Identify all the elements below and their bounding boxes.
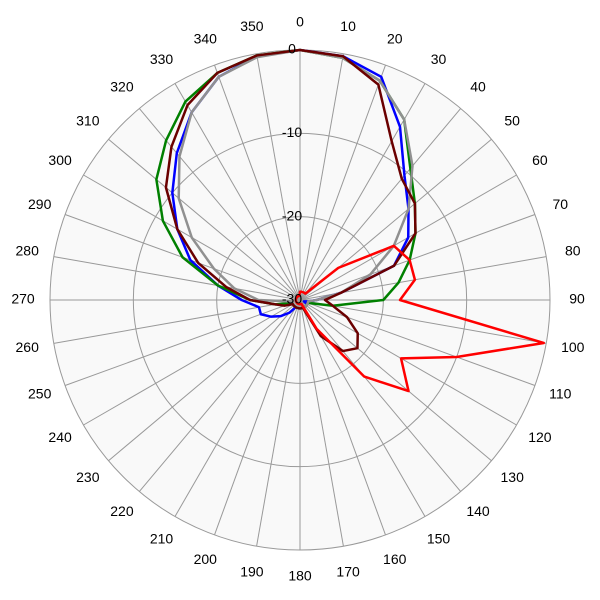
grid-spoke — [299, 299, 547, 344]
grid-spoke — [299, 53, 344, 301]
angle-tick-label: 70 — [553, 196, 569, 212]
angle-tick-label: 280 — [16, 243, 40, 259]
grid-spoke — [138, 299, 301, 492]
angle-tick-label: 90 — [569, 291, 585, 307]
grid-spoke — [299, 299, 517, 426]
radial-tick-label: -20 — [282, 207, 302, 223]
grid-spoke — [299, 299, 344, 547]
angle-tick-label: 300 — [48, 152, 72, 168]
angle-tick-label: 330 — [150, 51, 174, 67]
angle-tick-label: 190 — [240, 563, 264, 579]
angle-tick-label: 110 — [549, 385, 572, 401]
angle-tick-label: 320 — [110, 79, 134, 95]
angle-tick-label: 340 — [194, 30, 218, 46]
angle-tick-label: 160 — [383, 551, 407, 567]
angle-tick-label: 310 — [76, 113, 100, 129]
angle-tick-label: 290 — [28, 196, 52, 212]
labels-layer: 0 10 20 30 40 50 60 70 80 90 100 110 120 130 140 150 160… — [11, 14, 585, 584]
angle-tick-label: 240 — [48, 429, 72, 445]
angle-tick-label: 180 — [288, 568, 312, 584]
grid-spoke — [299, 299, 536, 386]
grid-spoke — [256, 299, 301, 547]
angle-tick-label: 100 — [561, 339, 585, 355]
radial-tick-label: -30 — [282, 291, 302, 307]
angle-tick-label: 250 — [28, 385, 52, 401]
grid-spoke — [174, 83, 301, 301]
radial-tick-label: 0 — [288, 41, 296, 57]
grid-spoke — [299, 64, 386, 301]
radial-tick-label: -10 — [282, 124, 302, 140]
angle-tick-label: 170 — [336, 563, 360, 579]
grid-spoke — [83, 299, 301, 426]
grid-spoke — [299, 299, 492, 462]
angle-tick-label: 200 — [194, 551, 218, 567]
grid-spoke — [299, 299, 386, 536]
angle-tick-label: 0 — [296, 14, 304, 30]
angle-tick-label: 260 — [16, 339, 40, 355]
angle-tick-label: 140 — [466, 503, 490, 519]
grid-spoke — [174, 299, 301, 517]
angle-tick-label: 270 — [11, 291, 35, 307]
series-line — [164, 48, 417, 353]
grid-spoke — [299, 214, 536, 301]
angle-tick-label: 30 — [431, 51, 447, 67]
grid-spoke — [214, 299, 301, 536]
angle-tick-label: 220 — [110, 503, 134, 519]
angle-tick-label: 40 — [470, 79, 486, 95]
angle-tick-label: 210 — [150, 531, 174, 547]
angle-tick-label: 60 — [532, 152, 548, 168]
angle-tick-label: 80 — [565, 243, 581, 259]
series-line — [294, 244, 545, 393]
grid-spoke — [108, 299, 301, 462]
grid-spoke — [299, 299, 462, 492]
angle-tick-label: 150 — [427, 531, 451, 547]
angle-tick-label: 50 — [504, 113, 520, 129]
angle-tick-label: 130 — [501, 469, 525, 485]
grid-spoke — [214, 64, 301, 301]
angle-tick-label: 120 — [528, 429, 552, 445]
angle-tick-label: 230 — [76, 469, 100, 485]
grid-spoke — [108, 138, 301, 301]
grid-spoke — [53, 256, 301, 301]
grid-spoke — [299, 108, 462, 301]
angle-tick-label: 10 — [340, 18, 356, 34]
series-layer — [155, 48, 545, 393]
grid-spoke — [256, 53, 301, 301]
angle-tick-label: 350 — [240, 18, 264, 34]
angle-tick-label: 20 — [387, 30, 403, 46]
